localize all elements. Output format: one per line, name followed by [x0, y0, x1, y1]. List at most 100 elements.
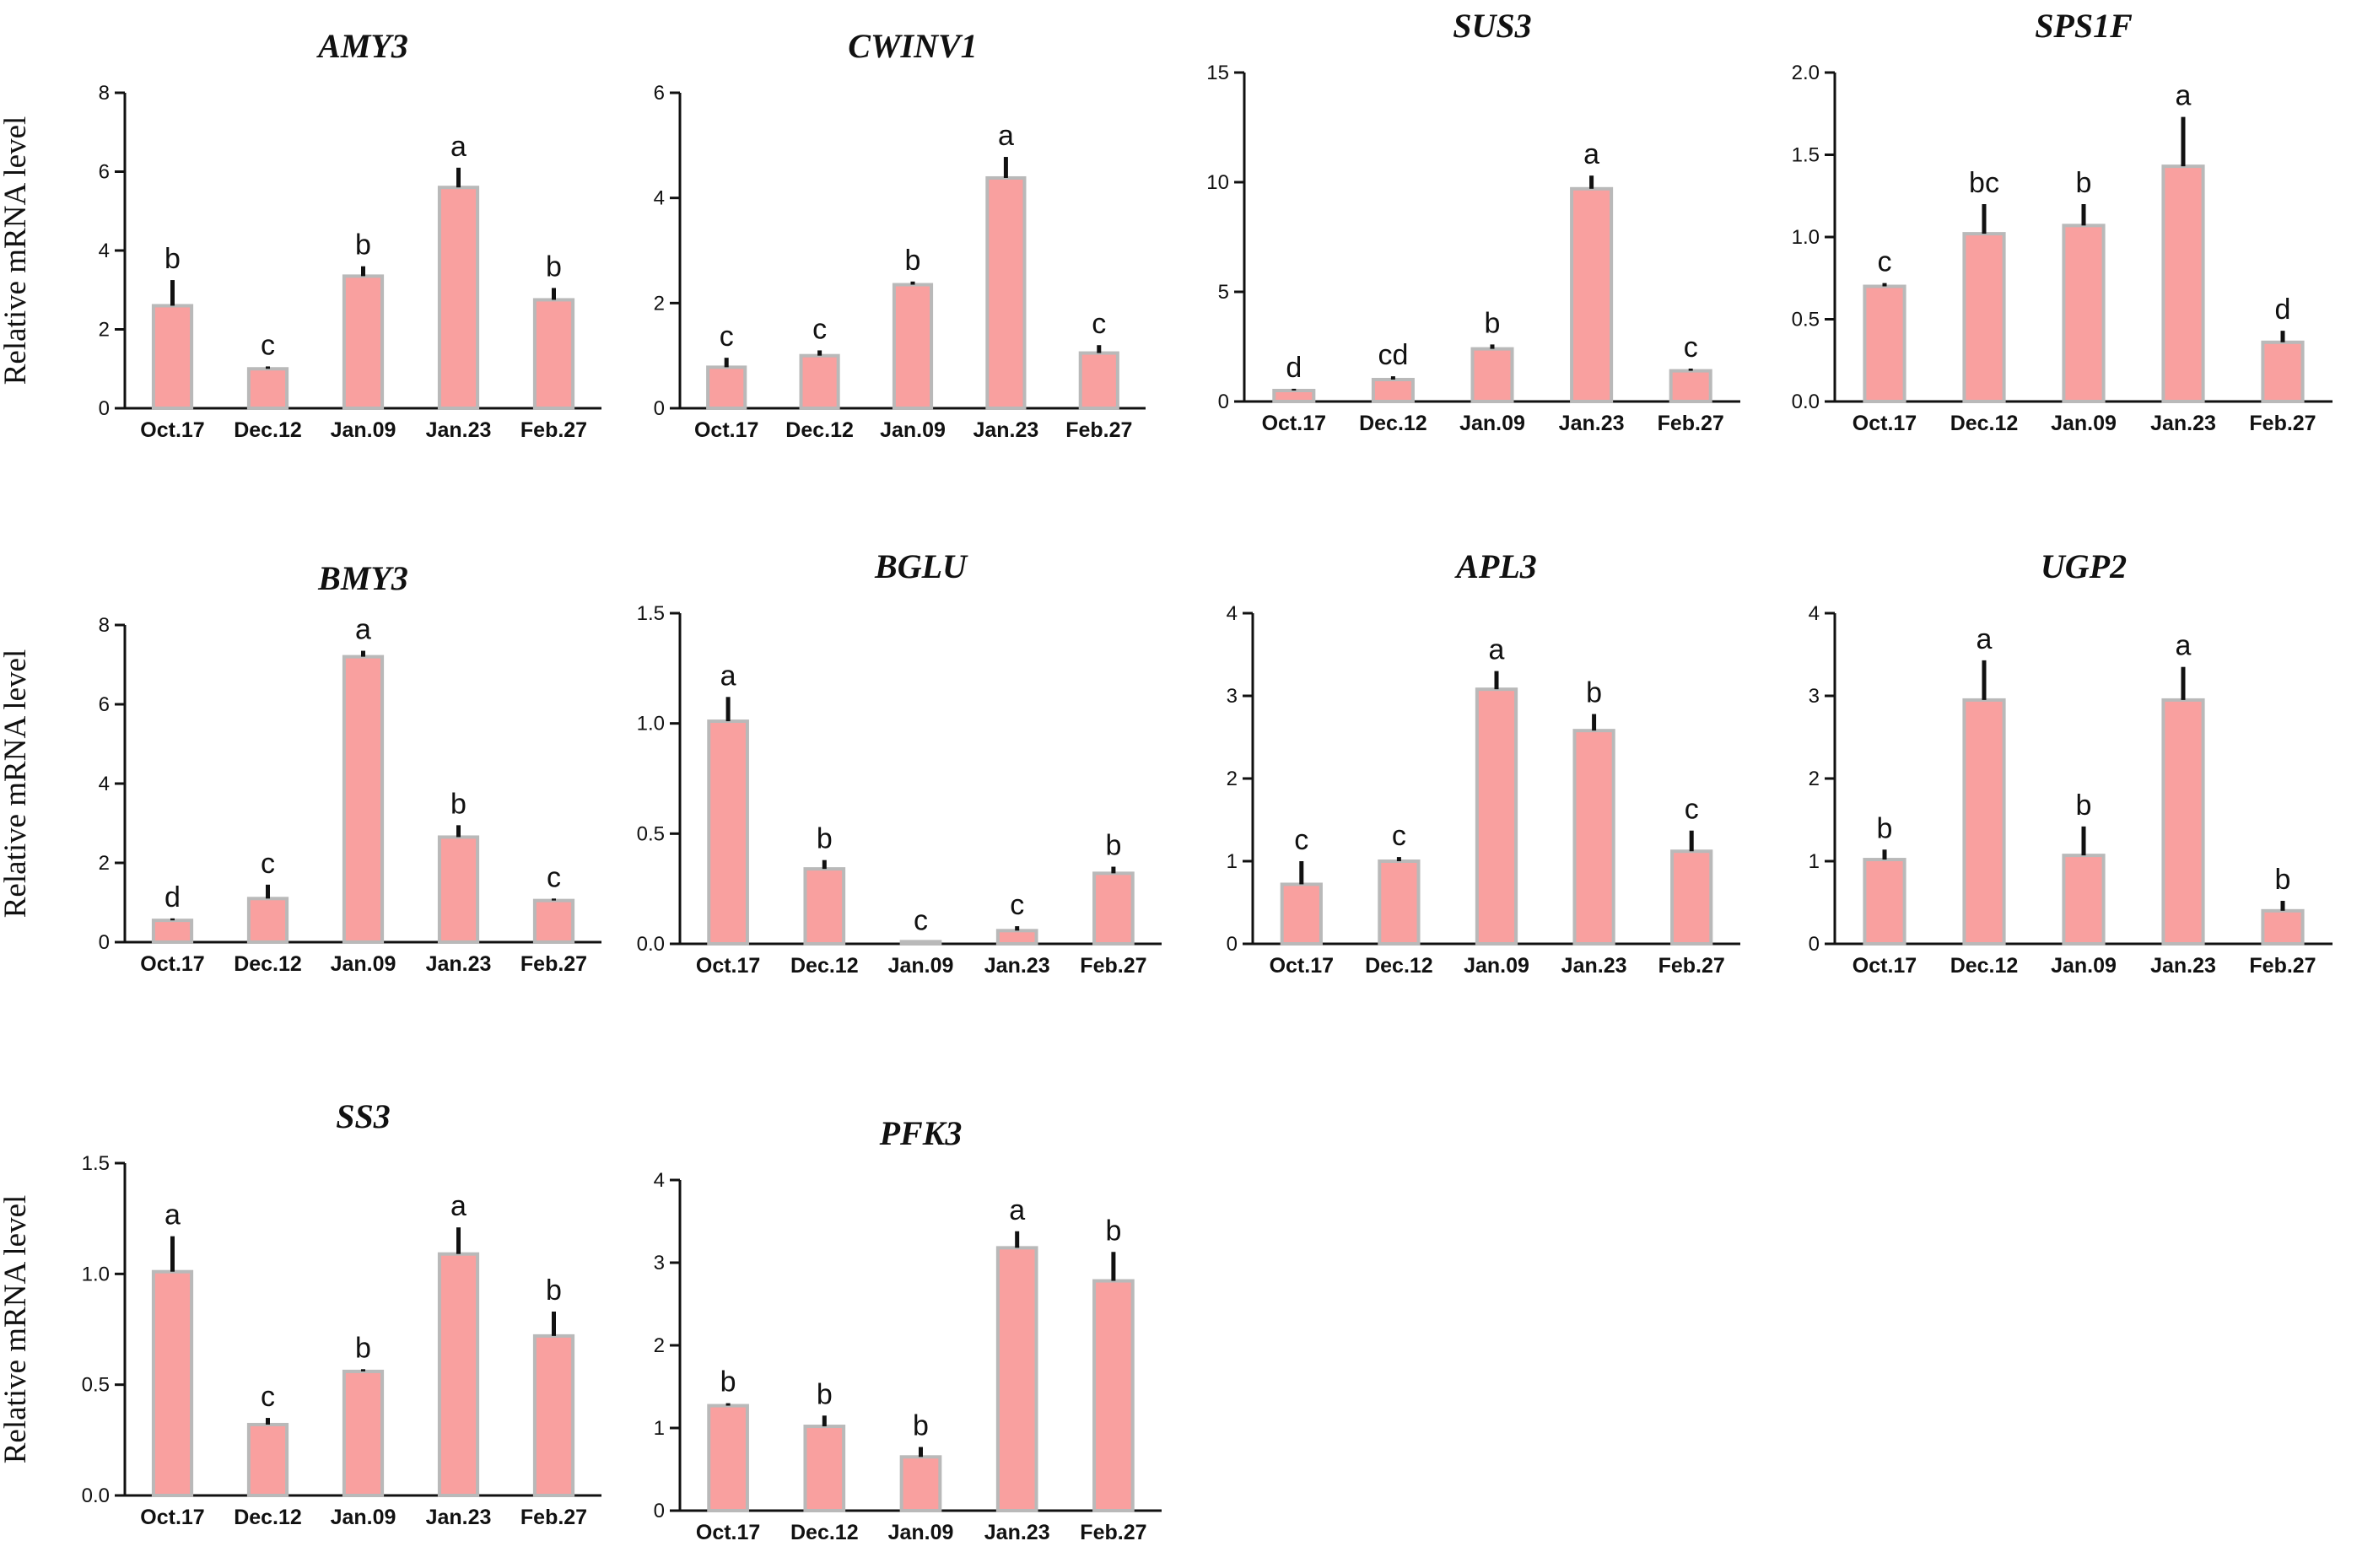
significance-letter: a [1583, 138, 1599, 170]
significance-letter: c [1092, 308, 1106, 340]
x-tick-label: Jan.09 [331, 952, 396, 976]
y-tick-label: 3 [654, 1252, 665, 1274]
x-tick-label: Dec.12 [234, 1506, 302, 1529]
significance-letter: cd [1378, 339, 1408, 371]
x-tick-label: Jan.09 [2051, 412, 2117, 435]
panel-bmy3: BMY3 Relative mRNA level 0 2 4 6 8 d Oct.17 c Dec.… [0, 559, 601, 976]
bar-oct-17 [151, 919, 194, 945]
significance-letter: c [812, 313, 827, 345]
significance-letter: c [720, 321, 734, 353]
panel-cwinv1: CWINV1 0 2 4 6 c Oct.17 c Dec.12 b Jan.09 a Jan.23 c F… [654, 27, 1146, 442]
significance-letter: d [164, 881, 181, 913]
significance-letter: d [2275, 294, 2291, 326]
x-tick-label: Feb.27 [520, 418, 587, 442]
x-tick-label: Jan.23 [2150, 954, 2216, 978]
panel-title: PFK3 [879, 1114, 963, 1152]
y-tick-label: 0 [1227, 933, 1238, 956]
y-tick-label: 8 [99, 614, 110, 637]
significance-letter: a [720, 660, 736, 692]
bar-dec-12 [1962, 232, 2006, 403]
bar-jan-23 [995, 929, 1038, 946]
x-tick-label: Jan.09 [2051, 954, 2117, 978]
x-tick-label: Jan.23 [973, 418, 1038, 442]
significance-letter: c [1878, 246, 1892, 278]
significance-letter: b [913, 1410, 929, 1442]
bar-feb-27 [1669, 369, 1712, 404]
bar-dec-12 [246, 1422, 289, 1497]
bar-jan-09 [342, 1369, 385, 1497]
y-tick-label: 0 [99, 931, 110, 954]
bar-jan-09 [1475, 687, 1518, 946]
significance-letter: b [817, 823, 833, 855]
x-tick-label: Jan.09 [331, 1506, 396, 1529]
bar-feb-27 [532, 898, 575, 945]
significance-letter: b [355, 229, 371, 261]
x-tick-label: Oct.17 [140, 1506, 204, 1529]
bar-jan-09 [899, 940, 942, 946]
panel-title: BGLU [874, 547, 968, 585]
y-tick-label: 2 [99, 319, 110, 342]
panel-apl3: APL3 0 1 2 3 4 c Oct.17 c Dec.12 a Jan.09 b Jan.23 c Fe… [1227, 547, 1740, 978]
x-tick-label: Oct.17 [1853, 412, 1917, 435]
x-tick-label: Feb.27 [520, 1506, 587, 1529]
significance-letter: a [164, 1199, 181, 1231]
panel-sus3: SUS3 0 5 10 15 d Oct.17 cd Dec.12 b Jan.09 a Jan.23 c… [1206, 7, 1740, 435]
y-tick-label: 0.5 [1792, 309, 1820, 331]
bar-jan-09 [892, 283, 934, 410]
y-tick-label: 2 [99, 852, 110, 875]
y-axis-label: Relative mRNA level [0, 116, 33, 385]
bar-feb-27 [1078, 351, 1119, 410]
bar-oct-17 [1272, 389, 1316, 403]
x-tick-label: Jan.09 [888, 954, 954, 978]
y-tick-label: 5 [1218, 281, 1229, 304]
bar-dec-12 [803, 1425, 846, 1513]
bar-oct-17 [151, 304, 194, 411]
x-tick-label: Jan.09 [888, 1521, 954, 1544]
significance-letter: c [1010, 889, 1024, 921]
bar-feb-27 [1092, 1279, 1135, 1513]
x-tick-label: Jan.09 [1464, 954, 1529, 978]
y-tick-label: 0.0 [1792, 391, 1820, 413]
significance-letter: b [1105, 1215, 1121, 1247]
significance-letter: b [546, 1274, 562, 1307]
y-tick-label: 0 [654, 1500, 665, 1522]
bar-feb-27 [1670, 849, 1713, 946]
panel-pfk3: PFK3 0 1 2 3 4 b Oct.17 b Dec.12 b Jan.09 a Jan.23 b Fe… [654, 1114, 1162, 1544]
significance-letter: a [1009, 1194, 1025, 1226]
y-tick-label: 4 [654, 187, 665, 210]
x-tick-label: Oct.17 [1853, 954, 1917, 978]
panel-title: SUS3 [1453, 7, 1531, 45]
y-tick-label: 3 [1809, 685, 1820, 708]
significance-letter: a [1489, 634, 1505, 666]
x-tick-label: Jan.09 [1459, 412, 1525, 435]
bar-dec-12 [803, 867, 846, 946]
panel-title: APL3 [1453, 547, 1537, 585]
y-tick-label: 1 [654, 1417, 665, 1440]
y-tick-label: 1.5 [82, 1152, 110, 1175]
x-tick-label: Feb.27 [1065, 418, 1132, 442]
x-tick-label: Jan.23 [2150, 412, 2216, 435]
x-tick-label: Feb.27 [2249, 412, 2316, 435]
y-tick-label: 2 [654, 292, 665, 315]
significance-letter: a [998, 120, 1014, 152]
significance-letter: c [1294, 824, 1308, 856]
x-tick-label: Feb.27 [520, 952, 587, 976]
significance-letter: a [355, 614, 371, 646]
panel-amy3: AMY3 Relative mRNA level 0 2 4 6 8 b Oct.17 c Dec.… [0, 27, 601, 442]
panel-title: SS3 [336, 1097, 391, 1135]
y-tick-label: 0 [99, 397, 110, 420]
y-tick-label: 1 [1227, 850, 1238, 873]
x-tick-label: Jan.23 [426, 1506, 492, 1529]
panel-title: UGP2 [2041, 547, 2127, 585]
significance-letter: a [2176, 80, 2192, 112]
significance-letter: b [2275, 864, 2291, 896]
x-tick-label: Jan.23 [984, 1521, 1050, 1544]
y-tick-label: 2 [654, 1334, 665, 1357]
significance-letter: b [1586, 677, 1602, 709]
bar-jan-23 [995, 1246, 1038, 1512]
x-tick-label: Feb.27 [1080, 954, 1146, 978]
y-tick-label: 0 [654, 397, 665, 420]
x-tick-label: Oct.17 [696, 1521, 760, 1544]
significance-letter: bc [1969, 167, 1999, 199]
bar-oct-17 [1863, 284, 1906, 403]
